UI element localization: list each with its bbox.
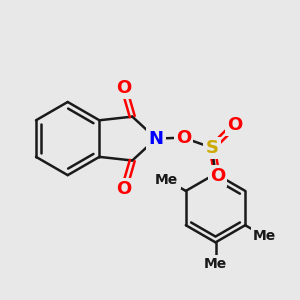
Text: O: O — [227, 116, 242, 134]
Text: N: N — [148, 130, 164, 148]
Text: Me: Me — [253, 229, 276, 243]
Text: Me: Me — [204, 257, 227, 271]
Text: O: O — [176, 129, 191, 147]
Text: S: S — [206, 139, 218, 157]
Text: Me: Me — [155, 173, 178, 187]
Text: O: O — [210, 167, 225, 185]
Text: O: O — [116, 79, 132, 97]
Text: O: O — [116, 180, 132, 198]
